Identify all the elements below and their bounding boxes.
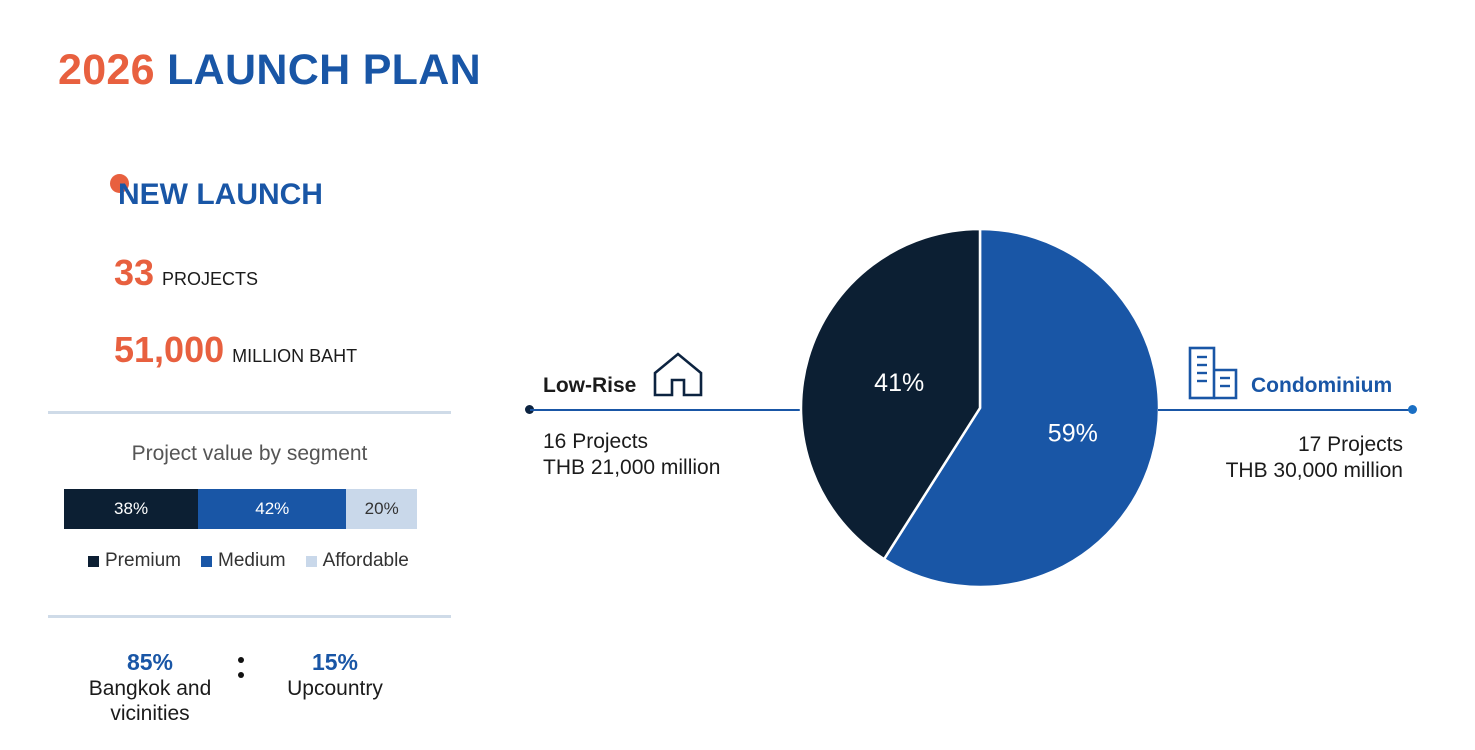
segment-legend: Premium Medium Affordable	[88, 550, 429, 572]
legend-label: Affordable	[322, 550, 409, 571]
low-rise-projects: 16 Projects	[543, 430, 649, 453]
projects-stat: 33 PROJECTS	[114, 252, 258, 294]
condominium-connector-line	[1158, 409, 1411, 411]
segment-title: Project value by segment	[131, 442, 368, 465]
pie-label-low-rise: 41%	[874, 369, 924, 397]
legend-item-affordable: Affordable	[305, 550, 409, 572]
low-rise-connector-line	[530, 409, 802, 411]
segment-pie-chart: 59% 41%	[799, 227, 1161, 589]
legend-swatch	[201, 555, 213, 567]
title-text: LAUNCH PLAN	[167, 46, 481, 94]
pie-label-condominium: 59%	[1048, 420, 1098, 448]
value-stat: 51,000 MILLION BAHT	[114, 329, 357, 371]
legend-swatch	[305, 555, 317, 567]
low-rise-label: Low-Rise	[543, 374, 637, 397]
new-launch-heading: NEW LAUNCH	[118, 178, 323, 211]
building-icon	[1188, 346, 1240, 405]
upcountry-share: 15% Upcountry	[260, 648, 410, 701]
condominium-projects: 17 Projects	[1297, 433, 1403, 456]
colon-dot-bottom	[238, 672, 244, 678]
legend-label: Premium	[105, 550, 182, 571]
projects-unit: PROJECTS	[162, 269, 259, 289]
value-amount: 51,000	[114, 329, 225, 370]
page-title: 2026 LAUNCH PLAN	[58, 46, 481, 95]
colon-dot-top	[238, 657, 244, 663]
legend-item-medium: Medium	[201, 550, 286, 572]
condominium-label: Condominium	[1251, 374, 1393, 397]
low-rise-details: 16 Projects THB 21,000 million	[543, 429, 720, 481]
low-rise-value: THB 21,000 million	[543, 456, 721, 479]
segment-bar-premium: 38%	[64, 489, 199, 529]
low-rise-connector-dot	[525, 405, 534, 414]
pie-slice-condominium	[882, 227, 1161, 589]
upcountry-label: Upcountry	[287, 677, 383, 700]
divider	[48, 615, 451, 618]
segment-bar-affordable: 20%	[346, 489, 417, 529]
divider	[48, 411, 451, 414]
segment-bar-medium: 42%	[198, 489, 347, 529]
pie-slice-low-rise	[799, 227, 982, 561]
accent-dot	[110, 174, 129, 193]
title-year: 2026	[58, 46, 155, 94]
projects-count: 33	[114, 252, 155, 293]
bangkok-label: Bangkok and vicinities	[88, 677, 212, 725]
legend-item-premium: Premium	[88, 550, 181, 572]
house-icon	[652, 352, 704, 403]
condominium-value: THB 30,000 million	[1225, 459, 1403, 482]
value-unit: MILLION BAHT	[232, 346, 358, 366]
upcountry-percent: 15%	[311, 649, 359, 675]
legend-label: Medium	[218, 550, 286, 571]
bangkok-share: 85% Bangkok and vicinities	[75, 648, 225, 726]
condominium-connector-dot	[1408, 405, 1417, 414]
bangkok-percent: 85%	[126, 649, 174, 675]
legend-swatch	[88, 555, 99, 567]
condominium-details: 17 Projects THB 30,000 million	[1150, 432, 1403, 484]
segment-stacked-bar: 38% 42% 20%	[64, 489, 417, 529]
